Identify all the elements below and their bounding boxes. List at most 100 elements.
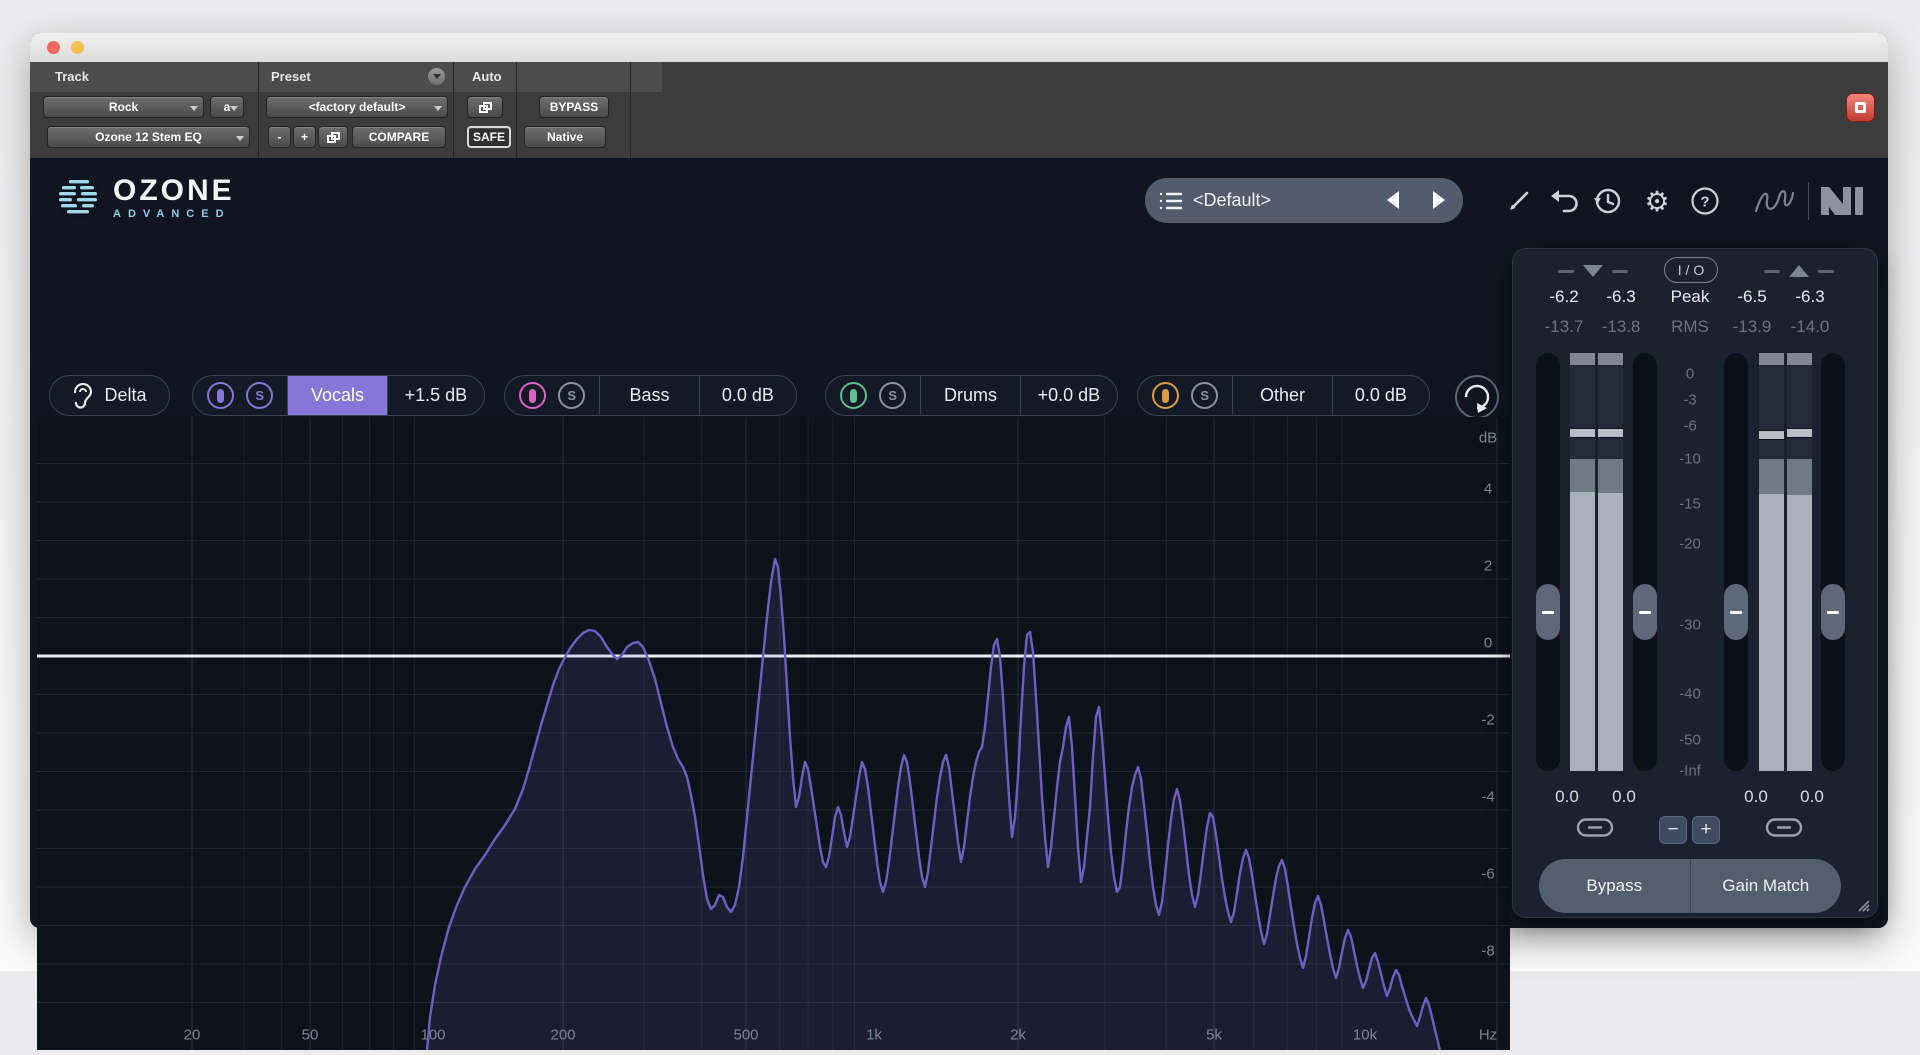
other-power-button[interactable] [1152,382,1180,409]
minimize-button[interactable] [71,41,84,54]
slider-thumb[interactable] [1633,584,1657,640]
undo-icon[interactable] [1548,184,1582,218]
freq-axis-tick: 500 [733,1026,759,1044]
track-select[interactable]: Rock [43,96,204,118]
auto-copy-button[interactable] [467,96,503,118]
gain-match-button[interactable]: Gain Match [1690,859,1841,913]
triangle-down-icon [1583,265,1603,277]
bass-solo-button[interactable]: S [558,382,586,409]
output-meter-left [1759,353,1784,771]
chevron-down-icon [230,106,238,111]
track-section-label: Track [55,69,89,84]
meter-scale-tick: -30 [1679,616,1701,634]
link-red-button[interactable] [1846,93,1875,122]
stem-group-drums: S Drums +0.0 dB [825,375,1118,416]
native-button[interactable]: Native [524,126,606,148]
bass-gain-value[interactable]: 0.0 dB [721,385,774,405]
meter-scale-tick: -50 [1679,731,1701,749]
peak-out-right: -6.3 [1795,287,1825,306]
resize-grip[interactable] [1853,895,1871,913]
db-axis-tick: -2 [1481,711,1495,729]
input-gain-collapse[interactable] [1538,265,1648,277]
output-channel-link-icon[interactable] [1765,818,1803,843]
slider-thumb[interactable] [1724,584,1748,640]
drums-power-button[interactable] [840,382,868,409]
plugin-select[interactable]: Ozone 12 Stem EQ [47,126,250,148]
svg-text:?: ? [1700,194,1709,211]
preset-prev-button[interactable]: - [268,126,291,148]
meter-scale-tick: -10 [1679,450,1701,468]
drums-solo-button[interactable]: S [879,382,907,409]
preset-prev-icon[interactable] [1387,191,1399,209]
slider-thumb[interactable] [1536,584,1560,640]
peak-in-right: -6.3 [1606,287,1636,306]
delta-button[interactable]: Delta [49,375,170,416]
db-axis-tick: 0 [1483,634,1493,652]
db-axis-tick: -4 [1481,788,1495,806]
slider-thumb[interactable] [1821,584,1845,640]
chevron-down-icon [434,106,442,111]
gain-increment-button[interactable]: + [1692,816,1720,844]
output-gain-collapse[interactable] [1744,265,1854,277]
meter-scale-tick: -3 [1683,391,1697,409]
input-meter-left [1570,353,1595,771]
plugin-window: Track Preset Auto Rock a <factory defaul… [30,33,1888,1052]
output-gain-slider-right[interactable] [1821,353,1845,771]
preset-next-button[interactable]: + [293,126,316,148]
gain-decrement-button[interactable]: − [1659,816,1687,844]
preset-menu-icon[interactable] [428,68,445,85]
chevron-down-icon [190,106,198,111]
product-tier: ADVANCED [113,207,231,220]
meter-scale-tick: -40 [1679,685,1701,703]
spectrum-analyzer[interactable]: dB 4 2 0 -2 -4 -6 -8 20 50 100 200 500 1k 2k 5k 10k Hz [37,417,1510,1052]
titlebar [30,33,1888,62]
db-axis-tick: 2 [1483,557,1493,575]
history-icon[interactable] [1590,184,1624,218]
vocals-gain-value[interactable]: +1.5 dB [404,385,468,405]
plugin-bypass-button[interactable]: Bypass [1539,859,1690,913]
tab-vocals[interactable]: Vocals [288,376,387,415]
other-gain-value[interactable]: 0.0 dB [1354,385,1407,405]
output-gain-left-value[interactable]: 0.0 [1744,787,1768,806]
freq-axis-tick: 20 [183,1026,201,1044]
preset-copy-button[interactable] [318,126,348,148]
ozone-globe-icon [56,176,100,220]
other-solo-button[interactable]: S [1191,382,1219,409]
freq-axis-unit: Hz [1478,1026,1498,1044]
close-button[interactable] [47,41,60,54]
input-gain-slider-right[interactable] [1633,353,1657,771]
input-gain-right-value[interactable]: 0.0 [1612,787,1636,806]
safe-button[interactable]: SAFE [467,126,511,148]
bypass-button[interactable]: BYPASS [539,96,609,118]
tab-drums[interactable]: Drums [944,385,997,405]
edit-pencil-icon[interactable] [1502,184,1536,218]
preset-select[interactable]: <factory default> [266,96,448,118]
freq-axis-tick: 100 [420,1026,446,1044]
help-icon[interactable]: ? [1688,184,1722,218]
preset-next-icon[interactable] [1433,191,1445,209]
tab-other[interactable]: Other [1259,385,1306,405]
preset-bar[interactable]: <Default> [1145,178,1463,223]
signal-scribble-icon[interactable] [1752,184,1796,218]
input-channel-link-icon[interactable] [1576,818,1614,843]
input-gain-slider-left[interactable] [1536,353,1560,771]
rms-label: RMS [1671,317,1709,336]
meter-scale-tick: -Inf [1679,762,1701,780]
output-gain-slider-left[interactable] [1724,353,1748,771]
vocals-solo-button[interactable]: S [246,382,274,409]
tab-bass[interactable]: Bass [629,385,670,405]
meter-scale-tick: -15 [1679,495,1701,513]
vocals-power-button[interactable] [207,382,235,409]
peak-out-left: -6.5 [1737,287,1767,306]
settings-gear-icon[interactable]: ⚙ [1644,185,1670,217]
drums-gain-value[interactable]: +0.0 dB [1037,385,1101,405]
bass-power-button[interactable] [519,382,547,409]
io-tab[interactable]: I / O [1664,257,1718,283]
output-gain-right-value[interactable]: 0.0 [1800,787,1824,806]
copy-icon [326,131,340,143]
track-slot-select[interactable]: a [210,96,244,118]
input-gain-left-value[interactable]: 0.0 [1555,787,1579,806]
stem-group-other: S Other 0.0 dB [1137,375,1430,416]
stem-group-vocals: S Vocals +1.5 dB [192,375,485,416]
compare-button[interactable]: COMPARE [352,126,446,148]
